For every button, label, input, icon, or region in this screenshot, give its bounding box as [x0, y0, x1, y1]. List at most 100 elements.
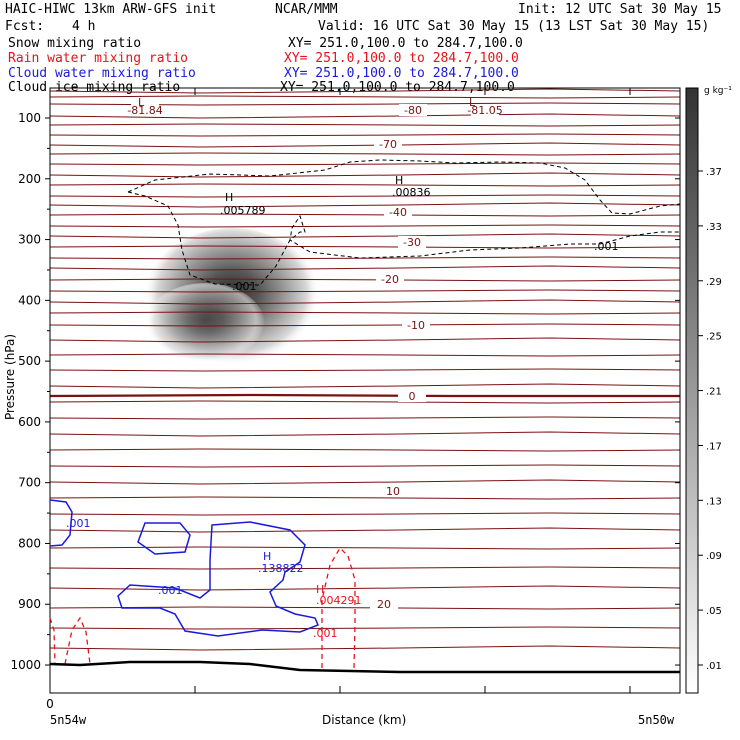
terrain-surface	[49, 660, 680, 674]
isotherm-line	[50, 265, 680, 271]
isotherm-line	[50, 95, 680, 99]
low-marker: L	[469, 96, 476, 109]
label-bg	[374, 138, 402, 150]
isotherm-line	[50, 448, 680, 452]
label-bg	[376, 273, 404, 285]
freezing-level-line	[50, 393, 680, 398]
temp-label: -10	[407, 319, 425, 332]
label-bg	[398, 390, 426, 402]
chart-title: HAIC-HIWC 13km ARW-GFS init	[5, 2, 217, 17]
cloud-ice-contour	[127, 159, 681, 215]
colorbar-tick-label: .09	[706, 551, 722, 562]
isotherm-line	[50, 152, 680, 156]
y-tick-label: 400	[18, 293, 41, 307]
y-tick-label: 900	[18, 597, 41, 611]
isotherm-line	[50, 311, 680, 315]
label-bg	[384, 206, 412, 218]
temp-label-min-right: -81.05	[467, 104, 502, 117]
temp-label: 10	[386, 485, 400, 498]
temp-label: -70	[379, 138, 397, 151]
colorbar-unit: g kg⁻¹	[704, 86, 732, 96]
high-value-label: .138822	[258, 562, 304, 575]
y-tick-label: 700	[18, 476, 41, 490]
isotherm-line	[50, 233, 680, 239]
isotherm-line	[50, 133, 680, 137]
colorbar-tick-label: .37	[706, 167, 722, 178]
high-value-label: .00836	[392, 186, 431, 199]
isotherm-line	[50, 245, 680, 249]
isotherm-line	[50, 626, 680, 630]
colorbar: .01 .05 .09 .13 .17 .21 .25 .29 .33 .37 g kg⁻¹	[685, 86, 732, 694]
high-marker: H	[316, 583, 324, 596]
colorbar-tick-label: .29	[706, 277, 722, 288]
colorbar-bar	[685, 87, 699, 694]
isotherm-line	[50, 479, 680, 485]
isotherm-line	[50, 353, 680, 357]
valid-time: Valid: 16 UTC Sat 30 May 15 (13 LST Sat …	[318, 19, 710, 34]
distance-axis: 0	[46, 88, 631, 711]
colorbar-tick-label: .17	[706, 441, 722, 452]
colorbar-tick-label: .01	[706, 661, 722, 672]
cloud-water-contour-left	[49, 499, 73, 547]
field-rain-name: Rain water mixing ratio	[8, 51, 189, 66]
cloud-ice-contour-lower	[127, 191, 680, 286]
temp-label: -40	[389, 206, 407, 219]
colorbar-tick-label: .33	[706, 222, 722, 233]
isotherm-line	[50, 585, 680, 591]
temp-label: 0	[409, 390, 416, 403]
y-tick-label: 1000	[10, 658, 41, 672]
isotherm-line	[50, 213, 680, 217]
high-marker: H	[225, 191, 233, 204]
colorbar-tick-label: .25	[706, 332, 722, 343]
high-value-label: .004291	[316, 594, 362, 607]
y-tick-label: 300	[18, 233, 41, 247]
y-tick-label: 800	[18, 536, 41, 550]
rain-contour-edge	[49, 617, 56, 665]
isotherm-line	[50, 496, 680, 500]
temp-label: -20	[381, 273, 399, 286]
y-tick-label: 600	[18, 415, 41, 429]
y-tick-label: 100	[18, 111, 41, 125]
isotherm-line	[50, 546, 680, 550]
isotherm-line	[50, 194, 680, 198]
isotherm-line	[50, 416, 680, 420]
fcst-value: 4 h	[72, 19, 96, 34]
cloud-water-contour-label: .001	[158, 584, 183, 597]
isotherm-line	[50, 172, 680, 178]
isotherm-line	[50, 337, 680, 343]
cloud-ice-contour-label: .001	[594, 240, 619, 253]
isotherm-line	[50, 202, 680, 208]
isotherm-line	[50, 323, 680, 327]
y-axis-title: Pressure (hPa)	[3, 333, 17, 421]
rain-contour-right	[321, 546, 356, 669]
isotherm-line	[50, 368, 680, 372]
colorbar-tick-label: .05	[706, 606, 722, 617]
y-tick-label: 200	[18, 172, 41, 186]
temp-label: 20	[377, 598, 391, 611]
isotherm-line	[50, 527, 680, 533]
isotherm-line	[50, 256, 680, 260]
label-bg	[398, 236, 426, 248]
temp-label-min-left: -81.84	[127, 104, 162, 117]
label-bg	[131, 104, 159, 116]
x-axis-title: Distance (km)	[322, 713, 407, 727]
high-marker: H	[395, 174, 403, 187]
x-end-label-left: 5n54w	[50, 713, 87, 727]
label-bg	[399, 104, 427, 116]
isotherm-line	[50, 88, 680, 94]
isotherm-line	[50, 431, 680, 437]
high-value-label: .005789	[220, 204, 266, 217]
isotherm-line	[50, 289, 680, 293]
label-bg	[370, 598, 398, 610]
isotherm-line	[50, 162, 680, 166]
temperature-contours	[50, 88, 680, 651]
cloud-ice-contour-label: .001	[232, 280, 257, 293]
isotherm-line	[50, 566, 680, 570]
cloud-water-contour-label: .001	[66, 517, 91, 530]
label-bg	[379, 485, 407, 497]
fcst-label: Fcst:	[5, 19, 45, 34]
temp-label: -30	[403, 236, 421, 249]
rain-contour-left	[64, 616, 91, 665]
